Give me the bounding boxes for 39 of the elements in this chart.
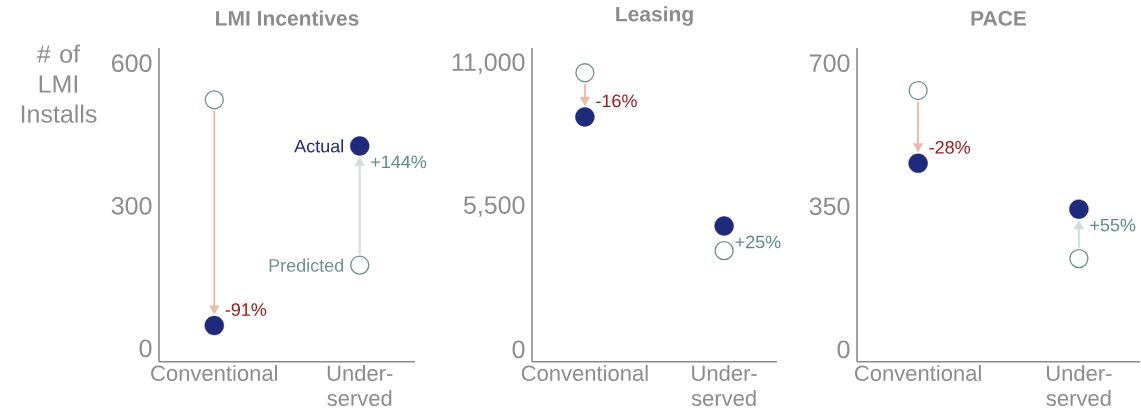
series-label: Actual: [294, 139, 343, 153]
chart-title: LMI Incentives: [216, 10, 359, 26]
point: [575, 107, 595, 127]
annotation: -28%: [929, 140, 971, 154]
chart-title: Leasing: [616, 6, 693, 26]
point: [714, 241, 734, 261]
point: [350, 136, 370, 156]
y-tick-label: 600: [112, 54, 152, 73]
annotation: +25%: [735, 235, 781, 249]
x-tick-label: Conventional: [855, 364, 981, 382]
point: [908, 153, 928, 174]
point: [1069, 199, 1089, 219]
y-tick-label: 300: [111, 196, 152, 215]
y-tick-label: 0: [512, 340, 525, 359]
x-tick-label: Conventional: [521, 364, 648, 382]
point: [204, 90, 224, 110]
point: [204, 315, 224, 336]
point: [575, 63, 595, 83]
annotation: +55%: [1090, 218, 1136, 232]
y-tick-label: 0: [837, 340, 850, 359]
x-tick-label: Under-served: [691, 364, 757, 407]
y-tick-label: 5,500: [463, 196, 525, 217]
series-label: Predicted: [269, 258, 344, 272]
chart-title: PACE: [971, 10, 1027, 26]
y-tick-label: 350: [809, 197, 850, 216]
x-tick-label: Conventional: [151, 364, 277, 382]
y-tick-label: 11,000: [452, 53, 525, 75]
point: [714, 216, 734, 236]
point: [908, 80, 928, 101]
x-tick-label: Under-served: [327, 364, 393, 407]
annotation: -91%: [225, 303, 267, 316]
point: [350, 255, 370, 275]
annotation: -16%: [596, 94, 637, 108]
y-tick-label: 700: [810, 54, 850, 72]
point: [1069, 248, 1089, 269]
x-tick-label: Under-served: [1046, 364, 1112, 407]
annotation: +144%: [371, 155, 427, 169]
y-axis-title: # of LMI Installs: [21, 44, 97, 123]
y-tick-label: 0: [139, 339, 152, 358]
